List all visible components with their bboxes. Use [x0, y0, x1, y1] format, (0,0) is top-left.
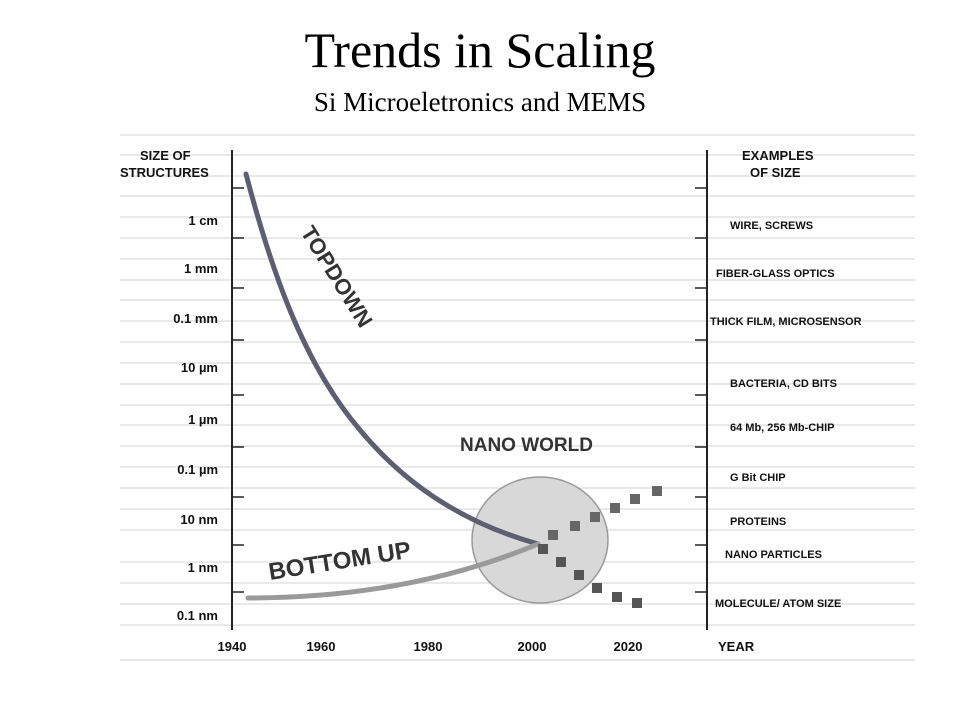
right-axis-title-line1: EXAMPLES — [742, 148, 814, 163]
size-label: 0.1 nm — [177, 608, 218, 623]
topdown-curve — [243, 171, 541, 547]
size-label: 1 nm — [188, 560, 218, 575]
nano-world-label: NANO WORLD — [460, 435, 593, 456]
size-label: 0.1 mm — [173, 311, 218, 326]
size-label: 10 nm — [180, 512, 218, 527]
size-labels: 1 cm 1 mm 0.1 mm 10 µm 1 µm 0.1 µm 10 nm… — [173, 213, 218, 623]
example-label: NANO PARTICLES — [725, 549, 822, 561]
size-label: 0.1 µm — [177, 462, 218, 477]
example-label: G Bit CHIP — [730, 472, 786, 484]
example-label: PROTEINS — [730, 516, 786, 528]
left-axis-title-line1: SIZE OF — [140, 148, 191, 163]
right-axis-title-line2: OF SIZE — [750, 165, 801, 180]
year-label: 2020 — [614, 639, 643, 654]
example-label: FIBER-GLASS OPTICS — [716, 268, 835, 280]
left-axis-ticks — [232, 187, 244, 593]
size-label: 10 µm — [181, 360, 218, 375]
year-label: 1940 — [218, 639, 247, 654]
size-label: 1 mm — [184, 261, 218, 276]
right-axis-ticks — [695, 187, 707, 593]
bottom-up-label: BOTTOM UP — [267, 537, 413, 586]
example-labels: WIRE, SCREWS FIBER-GLASS OPTICS THICK FI… — [710, 220, 862, 610]
year-label: 2000 — [518, 639, 547, 654]
page-subtitle: Si Microeletronics and MEMS — [313, 87, 647, 117]
year-label: 1980 — [414, 639, 443, 654]
size-label: 1 µm — [188, 412, 218, 427]
example-label: BACTERIA, CD BITS — [730, 378, 837, 390]
example-label: THICK FILM, MICROSENSOR — [710, 316, 862, 328]
nano-world-circle — [471, 476, 609, 604]
size-label: 1 cm — [188, 213, 218, 228]
dotted-projection-upward — [548, 486, 662, 540]
year-labels: 1940 1960 1980 2000 2020 YEAR — [218, 639, 755, 654]
example-label: MOLECULE/ ATOM SIZE — [715, 598, 841, 610]
year-label: 1960 — [307, 639, 336, 654]
bottom-up-curve — [245, 541, 541, 601]
dotted-projection-downward — [538, 544, 642, 608]
example-label: WIRE, SCREWS — [730, 220, 813, 232]
page-title: Trends in Scaling — [304, 22, 656, 78]
left-axis-title-line2: STRUCTURES — [120, 165, 209, 180]
year-axis-label: YEAR — [718, 639, 755, 654]
example-label: 64 Mb, 256 Mb-CHIP — [730, 422, 835, 434]
